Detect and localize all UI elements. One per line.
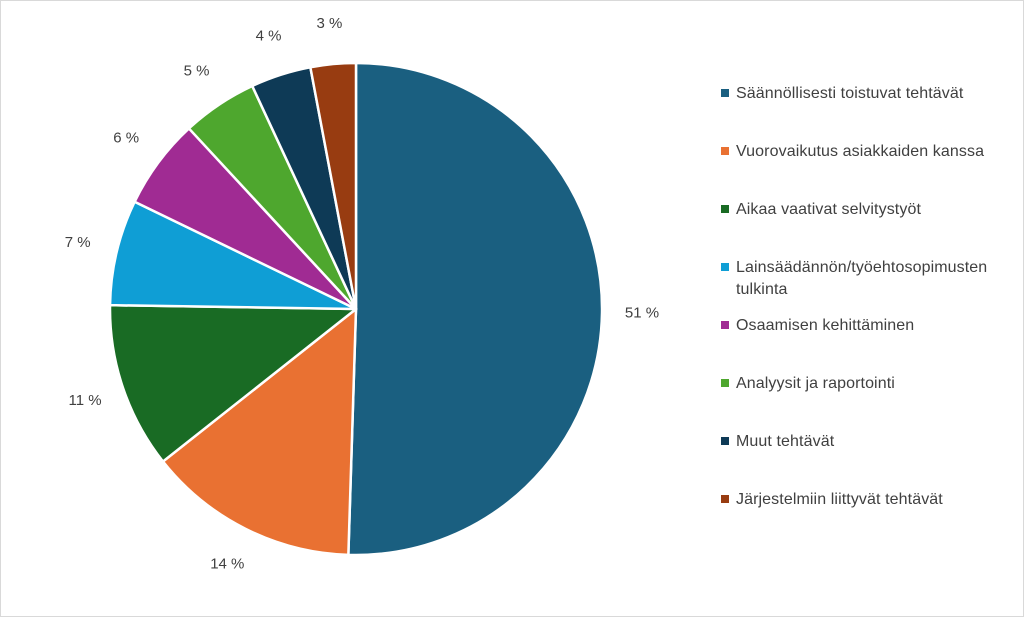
data-label: 4 % [256,28,282,45]
legend-swatch [721,495,729,503]
legend-label: Osaamisen kehittäminen [736,317,915,334]
legend-swatch [721,89,729,97]
legend-swatch [721,379,729,387]
pie-slice [347,61,604,557]
legend-item: Säännöllisesti toistuvat tehtävät [721,83,1021,105]
data-label: 6 % [113,130,139,147]
legend-item: Vuorovaikutus asiakkaiden kanssa [721,141,1021,163]
legend-swatch [721,263,729,271]
pie-slice [108,303,358,463]
legend-item: Analyysit ja raportointi [721,373,1021,395]
legend-label: Vuorovaikutus asiakkaiden kanssa [736,143,985,160]
pie-slice [309,61,358,311]
data-label: 11 % [69,392,102,409]
legend-label: Järjestelmiin liittyvät tehtävät [736,491,943,508]
legend-swatch [721,321,729,329]
data-label: 14 % [210,555,244,572]
legend-label: Muut tehtävät [736,433,835,450]
pie-data-labels: 51 % 14 % 11 % 7 % 6 % 5 % 4 % 3 % [65,15,659,572]
legend-item: Osaamisen kehittäminen [721,315,1021,337]
data-label: 3 % [316,15,342,32]
legend-label: Aikaa vaativat selvitystyöt [736,201,921,218]
pie-slice [108,200,358,311]
legend-swatch [721,147,729,155]
legend-item: Järjestelmiin liittyvät tehtävät [721,489,1021,511]
legend-swatch [721,205,729,213]
legend-label: Säännöllisesti toistuvat tehtävät [736,85,964,102]
legend-swatch [721,437,729,445]
pie-slices [108,61,604,557]
legend-item: Lainsäädännön/työehtosopimusten tulkinta [721,257,1021,301]
legend-label: Analyysit ja raportointi [736,375,895,392]
legend-label: Lainsäädännön/työehtosopimusten tulkinta [736,259,988,298]
data-label: 5 % [184,62,210,79]
legend-item: Muut tehtävät [721,431,1021,453]
data-label: 7 % [65,234,91,251]
data-label: 51 % [625,304,659,321]
legend-item: Aikaa vaativat selvitystyöt [721,199,1021,221]
pie-slice [161,307,358,557]
